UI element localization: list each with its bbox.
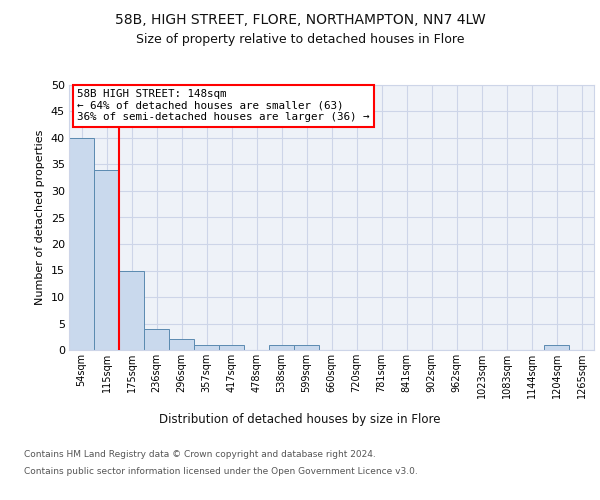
Text: 58B, HIGH STREET, FLORE, NORTHAMPTON, NN7 4LW: 58B, HIGH STREET, FLORE, NORTHAMPTON, NN… — [115, 12, 485, 26]
Y-axis label: Number of detached properties: Number of detached properties — [35, 130, 45, 305]
Bar — [294, 344, 319, 350]
Bar — [119, 270, 144, 350]
Bar — [194, 344, 219, 350]
Text: Size of property relative to detached houses in Flore: Size of property relative to detached ho… — [136, 32, 464, 46]
Bar — [69, 138, 94, 350]
Text: Contains public sector information licensed under the Open Government Licence v3: Contains public sector information licen… — [24, 468, 418, 476]
Bar — [544, 344, 569, 350]
Bar — [144, 329, 169, 350]
Text: 58B HIGH STREET: 148sqm
← 64% of detached houses are smaller (63)
36% of semi-de: 58B HIGH STREET: 148sqm ← 64% of detache… — [77, 89, 370, 122]
Bar — [219, 344, 244, 350]
Bar — [269, 344, 294, 350]
Bar — [94, 170, 119, 350]
Text: Distribution of detached houses by size in Flore: Distribution of detached houses by size … — [159, 412, 441, 426]
Bar — [169, 340, 194, 350]
Text: Contains HM Land Registry data © Crown copyright and database right 2024.: Contains HM Land Registry data © Crown c… — [24, 450, 376, 459]
